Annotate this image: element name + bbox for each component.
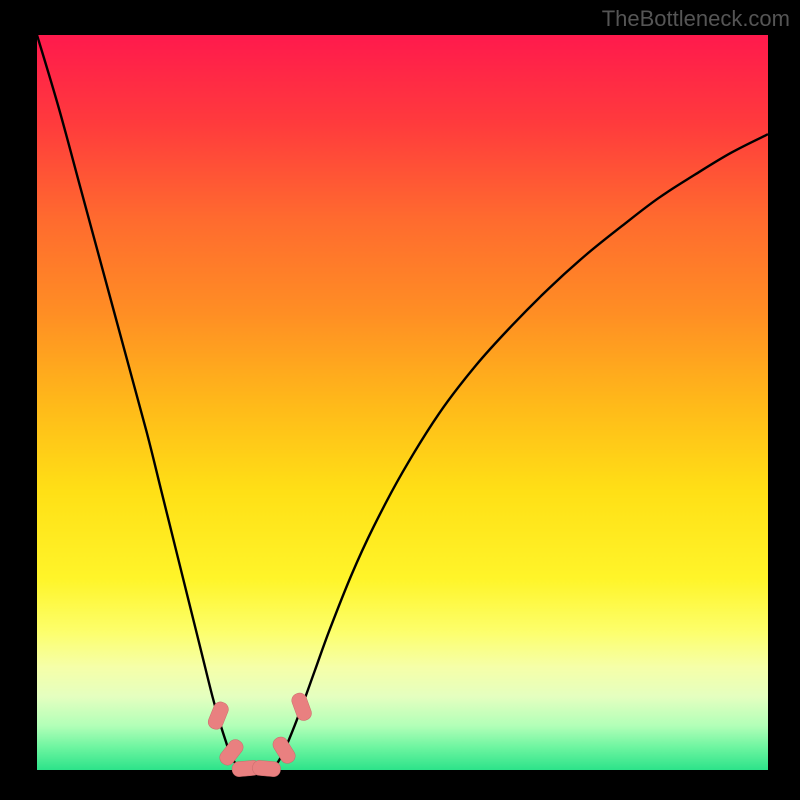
bottleneck-curve <box>37 35 768 770</box>
optimal-marker <box>252 760 281 777</box>
chart-container: TheBottleneck.com <box>0 0 800 800</box>
optimal-marker <box>206 700 230 732</box>
optimal-marker <box>270 734 298 766</box>
plot-area <box>37 35 768 770</box>
curve-layer <box>37 35 768 770</box>
watermark-text: TheBottleneck.com <box>602 6 790 32</box>
optimal-marker <box>290 691 314 722</box>
